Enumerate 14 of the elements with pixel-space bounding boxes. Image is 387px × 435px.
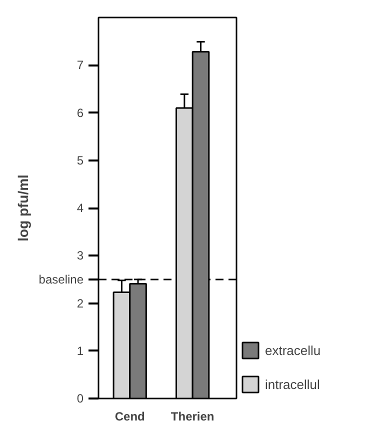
- y-tick-label: 2: [76, 296, 84, 310]
- y-tick-label: 5: [76, 153, 84, 168]
- x-tick-label: Cend: [114, 410, 145, 424]
- y-tick-label: 0: [76, 392, 84, 406]
- ref-line-label: baseline: [38, 272, 84, 286]
- y-axis-title: log pfu/ml: [14, 174, 31, 242]
- legend-label: intracellul: [265, 376, 320, 392]
- y-tick-label: 7: [76, 58, 84, 72]
- y-tick-label: 6: [76, 106, 84, 120]
- y-tick-label: 1: [76, 344, 84, 358]
- y-tick-label: 4: [76, 201, 84, 215]
- x-tick-label: Therien: [170, 410, 214, 424]
- legend-label: extracellu: [265, 342, 321, 358]
- y-tick-label: 3: [76, 248, 84, 263]
